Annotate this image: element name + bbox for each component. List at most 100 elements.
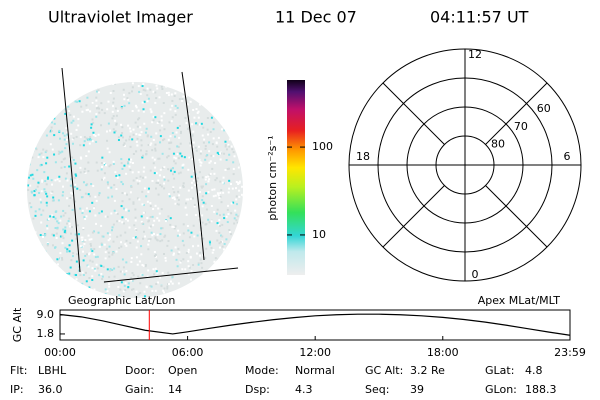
pixel xyxy=(73,176,76,179)
pixel xyxy=(143,295,146,298)
pixel xyxy=(171,225,174,228)
pixel xyxy=(179,186,182,189)
meridian xyxy=(181,71,205,261)
pixel xyxy=(45,285,48,288)
pixel xyxy=(212,93,215,96)
field-value: 4.3 xyxy=(295,383,313,396)
pixel xyxy=(153,172,156,175)
pixel xyxy=(204,158,207,161)
pixel xyxy=(81,271,84,274)
meridian xyxy=(61,67,81,273)
pixel xyxy=(63,166,66,169)
pixel xyxy=(107,186,110,189)
pixel xyxy=(44,180,47,183)
pixel xyxy=(230,202,233,205)
pixel xyxy=(146,100,149,103)
pixel xyxy=(32,177,35,180)
pixel xyxy=(195,252,198,255)
pixel xyxy=(190,175,193,178)
pixel xyxy=(52,260,55,263)
pixel xyxy=(167,271,170,274)
pixel xyxy=(115,114,118,117)
pixel xyxy=(61,258,64,261)
pixel xyxy=(185,198,188,201)
pixel xyxy=(81,239,84,242)
pixel xyxy=(100,273,103,276)
pixel xyxy=(221,285,224,288)
pixel xyxy=(83,240,86,243)
pixel xyxy=(173,227,176,230)
pixel xyxy=(32,130,35,133)
pixel xyxy=(32,90,35,93)
pixel xyxy=(31,106,34,109)
y-axis-label: GC Alt xyxy=(11,307,24,342)
pixel xyxy=(30,91,33,94)
pixel xyxy=(144,131,147,134)
pixel xyxy=(40,201,43,204)
pixel xyxy=(98,107,101,110)
pixel xyxy=(163,166,166,169)
pixel xyxy=(152,90,155,93)
pixel xyxy=(106,290,109,293)
pixel xyxy=(82,250,85,253)
field-value: Open xyxy=(168,364,197,377)
pixel xyxy=(124,243,127,246)
pixel xyxy=(46,256,49,259)
pixel xyxy=(83,136,86,139)
pixel xyxy=(186,103,189,106)
pixel xyxy=(35,277,38,280)
pixel xyxy=(215,177,218,180)
pixel xyxy=(151,234,154,237)
pixel xyxy=(167,283,170,286)
pixel xyxy=(214,162,217,165)
pixel xyxy=(184,202,187,205)
pixel xyxy=(160,227,163,230)
pixel xyxy=(228,94,231,97)
pixel xyxy=(95,161,98,164)
pixel xyxy=(146,217,149,220)
pixel xyxy=(137,85,140,88)
pixel xyxy=(43,254,46,257)
pixel xyxy=(187,86,190,89)
pixel xyxy=(137,275,140,278)
pixel xyxy=(206,117,209,120)
pixel xyxy=(107,122,110,125)
pixel xyxy=(230,128,233,131)
pixel xyxy=(67,95,70,98)
pixel xyxy=(130,186,133,189)
pixel xyxy=(125,261,128,264)
pixel xyxy=(46,227,49,230)
pixel xyxy=(103,172,106,175)
pixel xyxy=(222,176,225,179)
pixel xyxy=(174,225,177,228)
pixel xyxy=(62,228,65,231)
pixel xyxy=(132,179,135,182)
pixel xyxy=(164,234,167,237)
pixel xyxy=(134,121,137,124)
y-tick-label: 9.0 xyxy=(37,308,55,321)
pixel xyxy=(148,239,151,242)
pixel xyxy=(154,187,157,190)
pixel xyxy=(226,208,229,211)
colorbar-tick-label: 10 xyxy=(312,228,326,241)
pixel xyxy=(236,285,239,288)
pixel xyxy=(46,218,49,221)
field-value: 14 xyxy=(168,383,182,396)
pixel xyxy=(33,291,36,294)
pixel xyxy=(84,239,87,242)
pixel xyxy=(141,273,144,276)
pixel xyxy=(177,229,180,232)
pixel xyxy=(68,250,71,253)
pixel xyxy=(214,194,217,197)
pixel xyxy=(80,157,83,160)
pixel xyxy=(205,183,208,186)
hour-label: 6 xyxy=(564,150,571,163)
pixel xyxy=(101,235,104,238)
pixel xyxy=(229,250,232,253)
pixel xyxy=(193,169,196,172)
pixel xyxy=(216,263,219,266)
pixel xyxy=(152,138,155,141)
pixel xyxy=(79,189,82,192)
pixel xyxy=(108,165,111,168)
pixel xyxy=(169,169,172,172)
